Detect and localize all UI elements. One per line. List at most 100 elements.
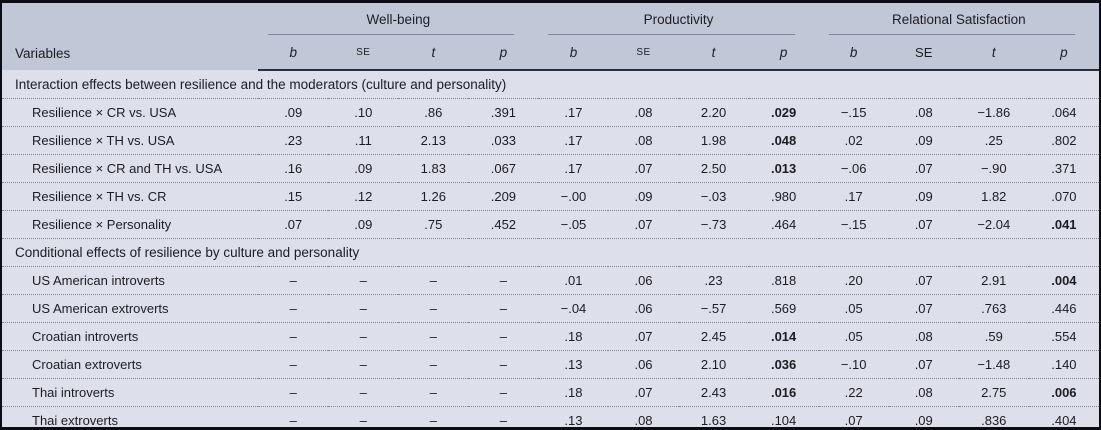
value-cell: – — [328, 378, 399, 407]
table-row: Resilience × CR and TH vs. USA .16.09 1.83… — [2, 154, 1099, 183]
table-header: Variables Well-being Productivity Relati… — [2, 3, 1099, 71]
value-cell: −.00 — [538, 182, 609, 211]
value-cell: .763 — [958, 294, 1029, 323]
value-cell: .013 — [748, 154, 819, 183]
value-cell: 2.91 — [958, 266, 1029, 295]
row-label: Croatian introverts — [2, 322, 259, 351]
value-cell: .01 — [538, 266, 609, 295]
value-cell: .07 — [888, 210, 959, 239]
value-cell: .016 — [748, 378, 819, 407]
value-cell: – — [468, 266, 539, 295]
value-cell: .18 — [538, 322, 609, 351]
value-cell: – — [468, 350, 539, 379]
value-cell: −1.48 — [958, 350, 1029, 379]
value-cell: – — [258, 406, 329, 427]
value-cell: .06 — [608, 350, 679, 379]
value-cell: .05 — [818, 294, 889, 323]
value-cell: .371 — [1028, 154, 1099, 183]
value-cell: −.90 — [958, 154, 1029, 183]
table-row: Resilience × TH vs. USA .23.11 2.13.033.17… — [2, 126, 1099, 155]
value-cell: .836 — [958, 406, 1029, 427]
value-cell: .07 — [608, 154, 679, 183]
value-cell: .17 — [538, 154, 609, 183]
value-cell: – — [468, 378, 539, 407]
value-cell: .07 — [888, 350, 959, 379]
col-se-wellbeing: SE — [328, 35, 399, 71]
value-cell: 2.75 — [958, 378, 1029, 407]
value-cell: 2.20 — [678, 98, 749, 127]
table-row: Resilience × CR vs. USA .09.10.86.391.17.… — [2, 98, 1099, 127]
value-cell: .07 — [888, 266, 959, 295]
value-cell: – — [398, 294, 469, 323]
col-group-wellbeing: Well-being — [258, 3, 539, 35]
value-cell: 2.10 — [678, 350, 749, 379]
row-label: US American extroverts — [2, 294, 259, 323]
value-cell: .08 — [888, 322, 959, 351]
value-cell: .59 — [958, 322, 1029, 351]
value-cell: .07 — [608, 378, 679, 407]
col-b-relational: b — [818, 35, 889, 71]
value-cell: – — [328, 322, 399, 351]
row-label: Thai introverts — [2, 378, 259, 407]
value-cell: −.10 — [818, 350, 889, 379]
value-cell: −.06 — [818, 154, 889, 183]
value-cell: – — [328, 294, 399, 323]
row-label: Resilience × TH vs. CR — [2, 182, 259, 211]
value-cell: .75 — [398, 210, 469, 239]
value-cell: .13 — [538, 350, 609, 379]
value-cell: .10 — [328, 98, 399, 127]
value-cell: 1.98 — [678, 126, 749, 155]
value-cell: .07 — [608, 322, 679, 351]
value-cell: .014 — [748, 322, 819, 351]
value-cell: .048 — [748, 126, 819, 155]
value-cell: – — [328, 406, 399, 427]
value-cell: .18 — [538, 378, 609, 407]
row-label: Resilience × Personality — [2, 210, 259, 239]
value-cell: .09 — [888, 182, 959, 211]
col-se-relational: SE — [888, 35, 959, 71]
value-cell: .029 — [748, 98, 819, 127]
value-cell: .07 — [608, 210, 679, 239]
value-cell: .818 — [748, 266, 819, 295]
value-cell: −.73 — [678, 210, 749, 239]
col-b-wellbeing: b — [258, 35, 329, 71]
regression-results-table: Variables Well-being Productivity Relati… — [2, 3, 1099, 427]
row-label: Resilience × TH vs. USA — [2, 126, 259, 155]
value-cell: .070 — [1028, 182, 1099, 211]
value-cell: −2.04 — [958, 210, 1029, 239]
value-cell: 2.43 — [678, 378, 749, 407]
value-cell: .86 — [398, 98, 469, 127]
value-cell: .067 — [468, 154, 539, 183]
col-t-wellbeing: t — [398, 35, 469, 71]
section-title: Interaction effects between resilience a… — [2, 70, 1099, 99]
table-row: Croatian extroverts – – – – .13.06 2.10.036 −.1… — [2, 350, 1099, 379]
value-cell: .041 — [1028, 210, 1099, 239]
value-cell: .07 — [888, 154, 959, 183]
value-cell: – — [328, 350, 399, 379]
value-cell: .08 — [888, 98, 959, 127]
value-cell: .25 — [958, 126, 1029, 155]
col-p-productivity: p — [748, 35, 819, 71]
value-cell: .23 — [258, 126, 329, 155]
value-cell: – — [328, 266, 399, 295]
value-cell: .20 — [818, 266, 889, 295]
value-cell: .09 — [888, 406, 959, 427]
col-p-relational: p — [1028, 35, 1099, 71]
value-cell: – — [468, 294, 539, 323]
value-cell: .033 — [468, 126, 539, 155]
row-label: Resilience × CR and TH vs. USA — [2, 154, 259, 183]
col-group-productivity: Productivity — [538, 3, 819, 35]
value-cell: .09 — [888, 126, 959, 155]
value-cell: – — [258, 378, 329, 407]
value-cell: .05 — [818, 322, 889, 351]
value-cell: .07 — [888, 294, 959, 323]
value-cell: .09 — [328, 154, 399, 183]
value-cell: .08 — [608, 98, 679, 127]
variables-column-header: Variables — [2, 3, 259, 70]
value-cell: – — [468, 322, 539, 351]
value-cell: 1.63 — [678, 406, 749, 427]
value-cell: .08 — [608, 406, 679, 427]
value-cell: −.04 — [538, 294, 609, 323]
value-cell: .09 — [328, 210, 399, 239]
